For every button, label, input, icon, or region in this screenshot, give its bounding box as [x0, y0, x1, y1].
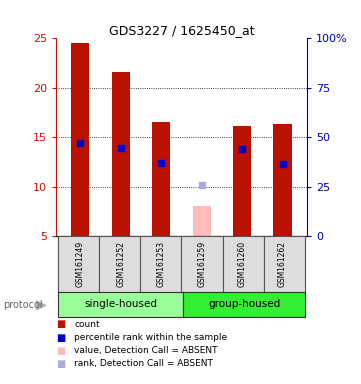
Bar	[152, 122, 170, 236]
Bar	[58, 292, 183, 317]
Bar	[112, 72, 130, 236]
Bar	[233, 126, 251, 236]
Text: GSM161260: GSM161260	[238, 241, 247, 287]
Text: group-housed: group-housed	[208, 299, 280, 310]
Bar	[58, 236, 99, 292]
Bar	[182, 236, 222, 292]
Text: ■: ■	[56, 359, 65, 369]
Text: value, Detection Call = ABSENT: value, Detection Call = ABSENT	[74, 346, 218, 355]
Text: GSM161253: GSM161253	[157, 241, 166, 287]
Polygon shape	[36, 300, 47, 311]
Text: GSM161262: GSM161262	[278, 241, 287, 287]
Bar	[183, 292, 305, 317]
Bar	[222, 236, 264, 292]
Bar	[99, 236, 140, 292]
Text: percentile rank within the sample: percentile rank within the sample	[74, 333, 227, 342]
Text: ■: ■	[56, 333, 65, 343]
Bar	[192, 207, 211, 236]
Text: protocol: protocol	[4, 300, 43, 310]
Text: GSM161259: GSM161259	[197, 241, 206, 287]
Text: single-housed: single-housed	[84, 299, 157, 310]
Bar	[264, 236, 305, 292]
Text: ■: ■	[56, 346, 65, 356]
Title: GDS3227 / 1625450_at: GDS3227 / 1625450_at	[109, 24, 254, 37]
Text: count: count	[74, 320, 100, 329]
Bar	[274, 124, 292, 236]
Text: GSM161249: GSM161249	[76, 241, 85, 287]
Text: rank, Detection Call = ABSENT: rank, Detection Call = ABSENT	[74, 359, 213, 368]
Text: GSM161252: GSM161252	[116, 241, 125, 287]
Bar	[140, 236, 182, 292]
Bar	[71, 43, 89, 236]
Text: ■: ■	[56, 319, 65, 329]
